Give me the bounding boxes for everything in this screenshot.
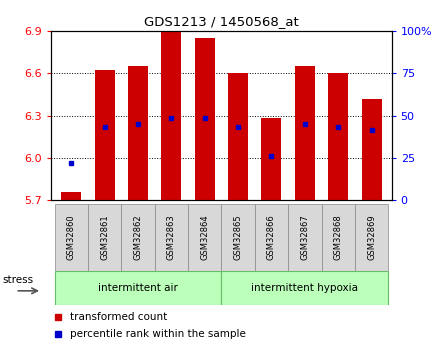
Bar (188, 204, 222, 271)
Text: GSM32866: GSM32866 (267, 214, 276, 260)
Text: GSM32868: GSM32868 (334, 214, 343, 260)
Bar (228, 73, 248, 200)
Bar (328, 73, 348, 200)
Text: GSM32869: GSM32869 (367, 214, 376, 260)
Text: GSM32860: GSM32860 (67, 214, 76, 260)
Bar (155, 204, 188, 271)
Bar (61, 192, 81, 200)
Text: transformed count: transformed count (70, 312, 167, 322)
Bar (195, 38, 215, 200)
Bar (295, 66, 315, 200)
Bar (362, 99, 382, 200)
Text: GSM32861: GSM32861 (100, 214, 109, 260)
Bar (55, 204, 88, 271)
Text: GSM32863: GSM32863 (167, 214, 176, 260)
Title: GDS1213 / 1450568_at: GDS1213 / 1450568_at (144, 16, 299, 29)
Bar (162, 31, 182, 200)
Bar (322, 204, 355, 271)
Bar (222, 271, 388, 305)
Text: GSM32864: GSM32864 (200, 214, 209, 260)
Bar (128, 66, 148, 200)
Text: GSM32862: GSM32862 (134, 214, 142, 260)
Text: GSM32867: GSM32867 (300, 214, 309, 260)
Bar (288, 204, 322, 271)
Text: stress: stress (3, 276, 34, 285)
Bar (262, 118, 282, 200)
Bar (95, 70, 115, 200)
Text: intermittent air: intermittent air (98, 283, 178, 293)
Bar (55, 271, 222, 305)
Bar (88, 204, 121, 271)
Text: percentile rank within the sample: percentile rank within the sample (70, 329, 246, 339)
Bar (355, 204, 388, 271)
Text: GSM32865: GSM32865 (234, 214, 243, 260)
Bar (255, 204, 288, 271)
Bar (222, 204, 255, 271)
Text: intermittent hypoxia: intermittent hypoxia (251, 283, 358, 293)
Bar (121, 204, 155, 271)
